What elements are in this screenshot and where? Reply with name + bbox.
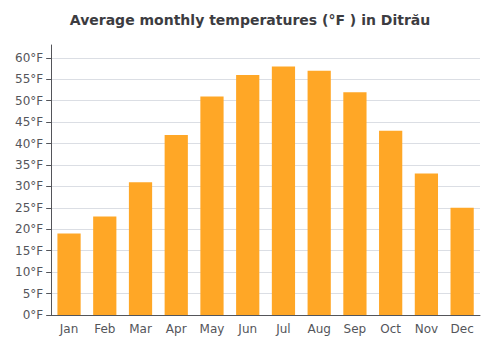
svg-text:55°F: 55°F (15, 72, 43, 86)
svg-text:Apr: Apr (166, 322, 187, 336)
svg-text:May: May (200, 322, 225, 336)
svg-text:25°F: 25°F (15, 201, 43, 215)
svg-text:50°F: 50°F (15, 94, 43, 108)
svg-text:Mar: Mar (129, 322, 152, 336)
svg-text:Jun: Jun (237, 322, 257, 336)
svg-text:Jul: Jul (275, 322, 290, 336)
svg-text:45°F: 45°F (15, 115, 43, 129)
svg-text:Aug: Aug (307, 322, 330, 336)
svg-text:10°F: 10°F (15, 265, 43, 279)
svg-text:0°F: 0°F (23, 308, 44, 322)
svg-text:Dec: Dec (451, 322, 474, 336)
svg-text:35°F: 35°F (15, 158, 43, 172)
svg-text:5°F: 5°F (23, 287, 44, 301)
svg-text:30°F: 30°F (15, 179, 43, 193)
svg-text:15°F: 15°F (15, 244, 43, 258)
svg-text:Jan: Jan (59, 322, 79, 336)
svg-text:Oct: Oct (380, 322, 401, 336)
svg-text:40°F: 40°F (15, 137, 43, 151)
svg-text:60°F: 60°F (15, 51, 43, 65)
svg-text:Average monthly temperatures (: Average monthly temperatures (°F ) in Di… (70, 12, 430, 28)
svg-text:Feb: Feb (94, 322, 115, 336)
svg-text:Nov: Nov (415, 322, 438, 336)
svg-text:Sep: Sep (344, 322, 367, 336)
svg-text:20°F: 20°F (15, 222, 43, 236)
